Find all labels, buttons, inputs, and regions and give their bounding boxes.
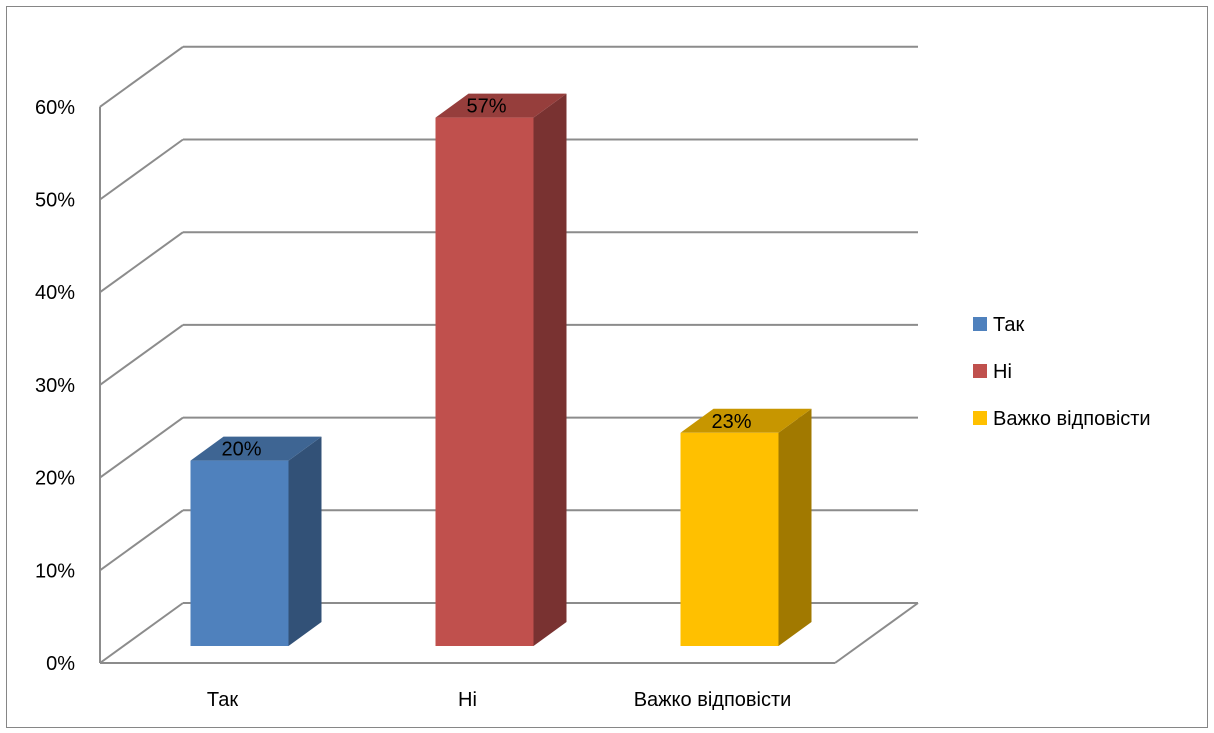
bar — [435, 117, 534, 647]
bar — [190, 460, 289, 646]
y-tick-label: 50% — [35, 190, 75, 212]
side-wall-line — [99, 416, 184, 479]
side-wall-line — [99, 45, 184, 108]
y-tick-label: 30% — [35, 375, 75, 397]
legend-label: Ні — [993, 361, 1012, 383]
legend-label: Так — [993, 314, 1024, 336]
bar-side — [288, 436, 322, 646]
x-tick-label: Так — [207, 689, 238, 711]
data-label: 20% — [221, 439, 261, 461]
bar-side — [778, 408, 812, 646]
x-tick-label: Важко відповісти — [634, 689, 792, 711]
bar-side — [533, 93, 567, 647]
side-wall-line — [99, 602, 184, 664]
bar-top — [190, 436, 322, 461]
side-wall-line — [99, 509, 184, 572]
legend-swatch — [973, 317, 987, 331]
y-tick-label: 20% — [35, 468, 75, 490]
y-tick-label: 60% — [35, 97, 75, 119]
bar-top — [435, 93, 567, 118]
floor-right-edge — [834, 602, 919, 664]
side-wall-line — [99, 231, 184, 294]
x-tick-label: Ні — [458, 689, 477, 711]
bar-top — [680, 408, 812, 433]
data-label: 23% — [711, 411, 751, 433]
legend-label: Важко відповісти — [993, 408, 1151, 430]
data-label: 57% — [466, 96, 506, 118]
side-wall-line — [99, 324, 184, 386]
y-tick-label: 40% — [35, 282, 75, 304]
bar — [680, 432, 779, 646]
legend-swatch — [973, 364, 987, 378]
legend-swatch — [973, 411, 987, 425]
side-wall-line — [99, 138, 184, 201]
y-tick-label: 0% — [46, 653, 75, 675]
y-tick-label: 10% — [35, 560, 75, 582]
